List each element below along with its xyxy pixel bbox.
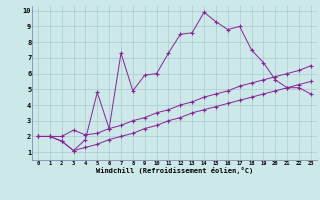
X-axis label: Windchill (Refroidissement éolien,°C): Windchill (Refroidissement éolien,°C)	[96, 167, 253, 174]
